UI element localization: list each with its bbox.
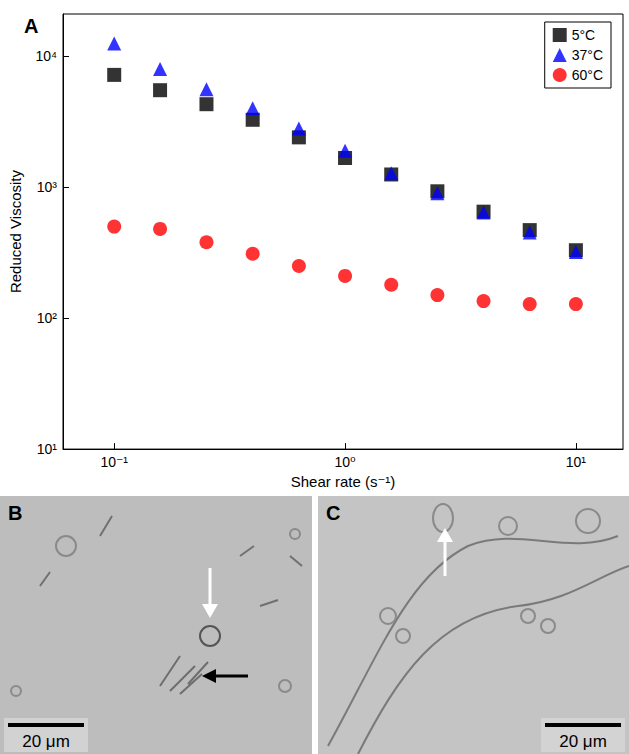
svg-text:C: C [326, 502, 340, 524]
svg-text:10⁰: 10⁰ [334, 454, 356, 470]
svg-text:20 μm: 20 μm [22, 732, 70, 751]
svg-text:5°C: 5°C [572, 27, 596, 43]
svg-text:10¹: 10¹ [566, 454, 587, 470]
svg-text:10⁴: 10⁴ [35, 48, 57, 64]
svg-text:A: A [24, 15, 38, 37]
svg-text:10⁻¹: 10⁻¹ [100, 454, 128, 470]
svg-text:20 μm: 20 μm [559, 732, 607, 751]
svg-text:10³: 10³ [37, 179, 58, 195]
svg-text:B: B [8, 502, 22, 524]
svg-text:Reduced Viscosity: Reduced Viscosity [7, 169, 24, 293]
svg-text:37°C: 37°C [572, 47, 603, 63]
svg-text:Shear rate (s⁻¹): Shear rate (s⁻¹) [291, 473, 396, 490]
svg-text:10²: 10² [37, 310, 58, 326]
svg-text:10¹: 10¹ [37, 441, 58, 457]
svg-text:60°C: 60°C [572, 67, 603, 83]
